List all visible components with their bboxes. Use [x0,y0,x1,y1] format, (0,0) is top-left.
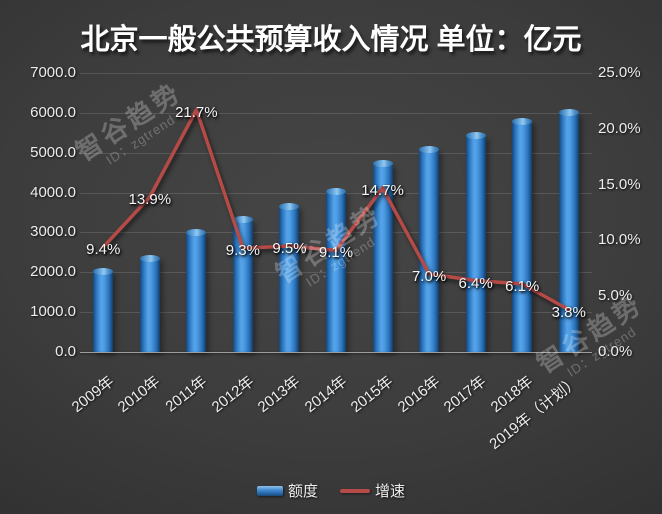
y2-axis-tick-label: 25.0% [598,64,641,81]
bar [558,112,579,352]
y-axis-tick-label: 6000.0 [30,104,76,121]
y-axis-tick-label: 0.0 [55,343,76,360]
y-axis-tick-label: 1000.0 [30,303,76,320]
y-axis-tick-label: 5000.0 [30,144,76,161]
data-label: 9.5% [272,240,307,257]
data-label: 6.4% [458,275,493,292]
data-label: 7.0% [411,268,447,285]
data-label: 9.4% [86,241,121,258]
y-axis-tick-label: 7000.0 [30,64,76,81]
data-label: 14.7% [361,182,404,199]
bar-cap [93,267,114,275]
y-axis-tick-label: 2000.0 [30,263,76,280]
bar-cap [512,117,533,125]
data-label: 9.3% [225,242,260,259]
bar [186,232,207,352]
y2-axis-tick-label: 10.0% [598,231,641,248]
bar-cap [232,216,253,224]
bar-cap [372,160,393,168]
line-series-swatch-icon [340,488,370,493]
y2-axis-tick-label: 15.0% [598,176,641,193]
x-axis-line [80,352,592,353]
data-label: 3.8% [551,304,586,321]
bar [465,135,486,352]
data-label: 13.9% [128,191,172,208]
bar-series-swatch-icon [256,485,283,496]
bar-cap [558,109,579,117]
grid-line [80,113,592,114]
grid-line [80,73,592,74]
bar-cap [139,254,160,262]
bar-cap [419,145,440,153]
bar [279,206,300,352]
y2-axis-tick-label: 0.0% [598,343,633,360]
legend-label-growth: 增速 [375,483,406,500]
y2-axis-tick-label: 20.0% [598,120,641,137]
bar [512,121,533,352]
chart-title: 北京一般公共预算收入情况 单位：亿元 [80,24,582,56]
y2-axis-tick-label: 5.0% [598,287,633,304]
y-axis-tick-label: 3000.0 [30,223,76,240]
data-label: 21.7% [175,104,218,121]
grid-line [80,153,592,154]
legend-item-growth: 增速 [340,480,405,501]
bar-cap [186,228,207,236]
legend-label-amount: 额度 [287,483,318,500]
legend: 额度 增速 [0,480,662,501]
bar-cap [279,202,300,210]
bar-cap [326,187,346,195]
bar-cap [465,132,486,140]
bar [326,191,346,352]
bar [419,149,440,352]
data-label: 6.1% [505,278,540,295]
bar [372,163,393,352]
bar [93,271,114,352]
bar [139,258,160,352]
bar [232,219,253,352]
data-label: 9.1% [318,244,354,261]
legend-item-amount: 额度 [256,480,318,501]
y-axis-tick-label: 4000.0 [30,184,76,201]
